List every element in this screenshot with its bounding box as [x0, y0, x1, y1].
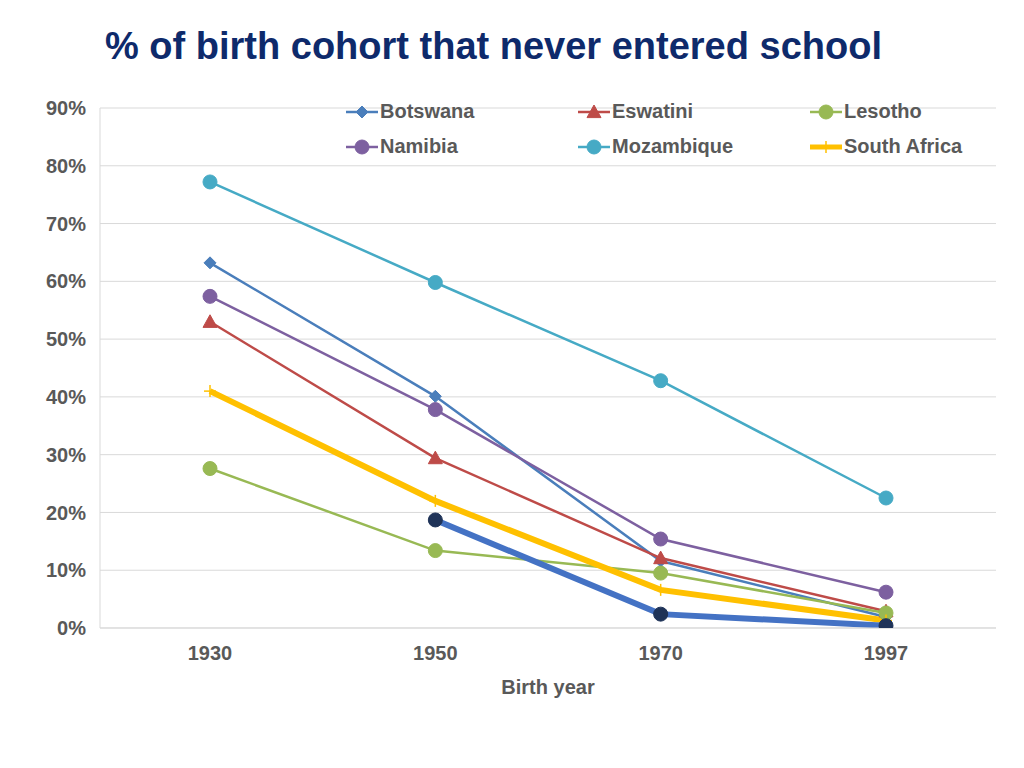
svg-text:90%: 90% [46, 97, 86, 119]
html-text:Eswatini: Eswatini [612, 100, 694, 122]
svg-text:70%: 70% [46, 213, 86, 235]
html-text:Namibia: Namibia [380, 135, 458, 157]
html-text:South Africa: South Africa [844, 135, 963, 157]
svg-text:10%: 10% [46, 559, 86, 581]
svg-text:30%: 30% [46, 444, 86, 466]
svg-text:50%: 50% [46, 328, 86, 350]
svg-text:1997: 1997 [864, 642, 909, 664]
svg-text:1970: 1970 [638, 642, 683, 664]
svg-text:20%: 20% [46, 502, 86, 524]
svg-text:0%: 0% [57, 617, 86, 639]
html-text:Lesotho: Lesotho [844, 100, 922, 122]
html-text:% of birth cohort that never e: % of birth cohort that never entered sch… [105, 25, 882, 67]
svg-text:40%: 40% [46, 386, 86, 408]
svg-text:Birth year: Birth year [501, 676, 595, 698]
svg-text:80%: 80% [46, 155, 86, 177]
svg-text:60%: 60% [46, 270, 86, 292]
svg-text:1950: 1950 [413, 642, 458, 664]
html-text:Botswana: Botswana [380, 100, 475, 122]
svg-text:1930: 1930 [188, 642, 233, 664]
html-text:Mozambique: Mozambique [612, 135, 734, 157]
